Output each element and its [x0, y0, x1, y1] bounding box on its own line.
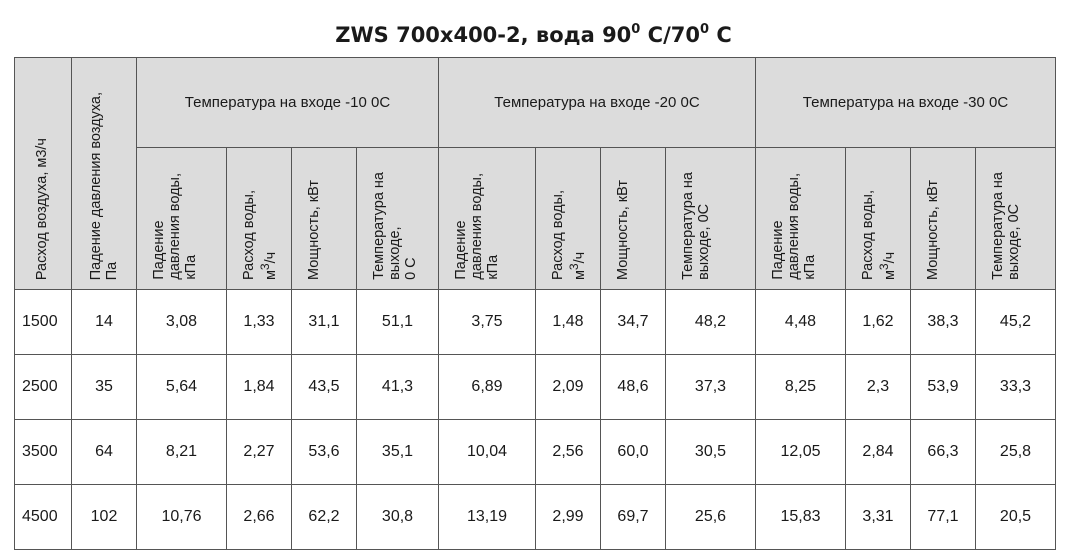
table-cell: 15,83: [755, 484, 846, 550]
table-cell: 4500: [14, 484, 72, 550]
table-header: Расход воздуха, м3/ч Падение давления во…: [14, 57, 1056, 290]
table-cell: 69,7: [600, 484, 666, 550]
title-prefix: ZWS 700x400-2, вода 90: [335, 23, 632, 47]
table-cell: 3,08: [136, 289, 227, 355]
table-cell: 30,5: [665, 419, 756, 485]
table-cell: 45,2: [975, 289, 1056, 355]
table-cell: 2500: [14, 354, 72, 420]
title-middle: C/70: [640, 23, 700, 47]
table-body: 1500 14 3,08 1,33 31,1 51,1 3,75 1,48 34,7 48,2 4,…: [14, 289, 1056, 550]
table-cell: 13,19: [438, 484, 536, 550]
table-cell: 53,6: [291, 419, 357, 485]
table-cell: 35,1: [356, 419, 439, 485]
table-cell: 6,89: [438, 354, 536, 420]
table-cell: 64: [71, 419, 137, 485]
header-water-flow-30: Расход воды, м3/ч: [845, 147, 911, 290]
table-cell: 48,2: [665, 289, 756, 355]
table-cell: 51,1: [356, 289, 439, 355]
table-cell: 53,9: [910, 354, 976, 420]
header-group-minus-30: Температура на входе -30 0С: [755, 57, 1056, 148]
table-row: 2500 35 5,64 1,84 43,5 41,3 6,89 2,09 48,6 37,3 8,…: [14, 354, 1056, 420]
table-cell: 5,64: [136, 354, 227, 420]
header-row-subcolumns: Падение давления воды, кПа Расход воды, …: [15, 147, 1056, 290]
table-cell: 1,33: [226, 289, 292, 355]
table-cell: 2,66: [226, 484, 292, 550]
table-cell: 8,25: [755, 354, 846, 420]
header-power-30: Мощность, кВт: [910, 147, 976, 290]
table-cell: 33,3: [975, 354, 1056, 420]
table-cell: 1,62: [845, 289, 911, 355]
table-cell: 14: [71, 289, 137, 355]
table-row: 1500 14 3,08 1,33 31,1 51,1 3,75 1,48 34,7 48,2 4,…: [14, 289, 1056, 355]
table-cell: 48,6: [600, 354, 666, 420]
table-cell: 43,5: [291, 354, 357, 420]
table-cell: 10,76: [136, 484, 227, 550]
table-cell: 34,7: [600, 289, 666, 355]
header-group-minus-10: Температура на входе -10 0С: [136, 57, 439, 148]
table-cell: 30,8: [356, 484, 439, 550]
header-group-minus-20: Температура на входе -20 0С: [438, 57, 756, 148]
header-water-pressure-drop-30: Падение давления воды, кПа: [755, 147, 846, 290]
table-cell: 60,0: [600, 419, 666, 485]
table-cell: 25,6: [665, 484, 756, 550]
table-cell: 77,1: [910, 484, 976, 550]
header-water-pressure-drop-20: Падение давления воды, кПа: [438, 147, 536, 290]
table-cell: 2,56: [535, 419, 601, 485]
header-power-10: Мощность, кВт: [291, 147, 357, 290]
table-cell: 10,04: [438, 419, 536, 485]
table-cell: 4,48: [755, 289, 846, 355]
table-cell: 8,21: [136, 419, 227, 485]
header-water-flow-20: Расход воды, м3/ч: [535, 147, 601, 290]
table-cell: 25,8: [975, 419, 1056, 485]
table-title: ZWS 700x400-2, вода 900 C/700 C: [0, 20, 1067, 50]
table-cell: 20,5: [975, 484, 1056, 550]
table-cell: 2,84: [845, 419, 911, 485]
header-air-pressure-drop: Падение давления воздуха, Па: [71, 57, 137, 290]
table-row: 3500 64 8,21 2,27 53,6 35,1 10,04 2,56 60,0 30,5 1…: [14, 419, 1056, 485]
table-cell: 35: [71, 354, 137, 420]
title-degree-2: 0: [699, 22, 710, 37]
table-cell: 2,27: [226, 419, 292, 485]
table-cell: 2,99: [535, 484, 601, 550]
header-water-flow-10: Расход воды, м3/ч: [226, 147, 292, 290]
table-cell: 31,1: [291, 289, 357, 355]
header-power-20: Мощность, кВт: [600, 147, 666, 290]
table-cell: 1,84: [226, 354, 292, 420]
header-air-flow: Расход воздуха, м3/ч: [14, 57, 72, 290]
header-outlet-temp-10: Температура на выходе, 0 С: [356, 147, 439, 290]
table-cell: 3500: [14, 419, 72, 485]
header-outlet-temp-30: Температура на выходе, 0С: [975, 147, 1056, 290]
table-cell: 38,3: [910, 289, 976, 355]
table-cell: 2,09: [535, 354, 601, 420]
title-degree-1: 0: [631, 22, 641, 37]
table-cell: 102: [71, 484, 137, 550]
table-cell: 41,3: [356, 354, 439, 420]
table-cell: 2,3: [845, 354, 911, 420]
header-row-groups: Расход воздуха, м3/ч Падение давления во…: [14, 57, 1056, 290]
title-suffix: C: [709, 23, 732, 47]
header-water-pressure-drop-10: Падение давления воды, кПа: [136, 147, 227, 290]
header-outlet-temp-20: Температура на выходе, 0С: [665, 147, 756, 290]
performance-table: Расход воздуха, м3/ч Падение давления во…: [14, 57, 1056, 550]
table-cell: 1,48: [535, 289, 601, 355]
table-cell: 66,3: [910, 419, 976, 485]
table-cell: 62,2: [291, 484, 357, 550]
table-cell: 1500: [14, 289, 72, 355]
table-row: 4500 102 10,76 2,66 62,2 30,8 13,19 2,99 69,7 25,…: [14, 484, 1056, 550]
table-cell: 3,75: [438, 289, 536, 355]
table-cell: 37,3: [665, 354, 756, 420]
table-cell: 12,05: [755, 419, 846, 485]
table-cell: 3,31: [845, 484, 911, 550]
